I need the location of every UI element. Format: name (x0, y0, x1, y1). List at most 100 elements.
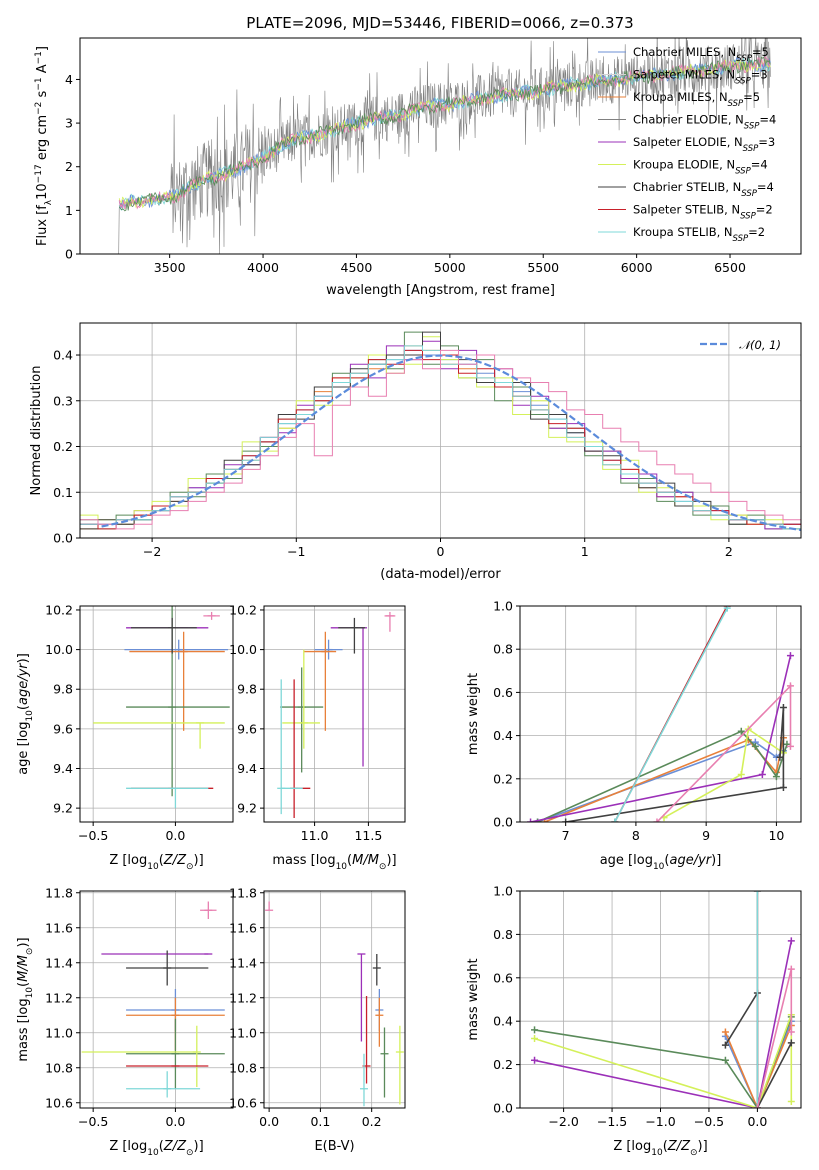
data-point (531, 1035, 539, 1043)
series-line (544, 737, 785, 822)
series-line (534, 1016, 793, 1108)
data-point (776, 753, 784, 761)
mass-weight-vs-age-frame (519, 605, 802, 823)
series-line (724, 1020, 793, 1108)
residuals-tick-label-x: 1 (581, 544, 589, 559)
mass-weight-vs-age-lines (527, 606, 794, 822)
mass-weight-vs-Z-panel: −2.0 −1.5 −1.0 −0.5 0.0 0.0 0.2 0.4 0.6 0.8 1.0 Z [… (466, 884, 802, 1158)
data-point (772, 773, 780, 781)
data-point (737, 727, 745, 735)
age-vs-mass-tick-label-x: 11.0 (301, 828, 329, 843)
age-vs-mass-tick-label-y: 10.0 (229, 642, 257, 657)
data-point (753, 1104, 761, 1108)
data-point (787, 1097, 795, 1105)
mass-weight-vs-age-tick-label-y: 1.0 (493, 599, 513, 614)
spectrum-xlabel: wavelength [Angstrom, rest frame] (326, 283, 555, 298)
mass-weight-vs-Z-ylabel: mass weight (466, 958, 481, 1040)
mass-vs-Z-tick-label-y: 11.2 (45, 990, 73, 1005)
data-point (737, 770, 745, 778)
spectrum-lines (113, 38, 772, 254)
mass-vs-Z-tick-label-y: 11.0 (45, 1025, 73, 1040)
data-point (723, 606, 731, 612)
mass-weight-vs-Z-tick-label-x: −1.5 (597, 1114, 627, 1129)
data-point (531, 1026, 539, 1034)
legend-entry: Salpeter ELODIE, NSSP=3 (633, 135, 775, 154)
data-point (531, 1056, 539, 1064)
data-point (779, 704, 787, 712)
legend-entry: Salpeter MILES, NSSP=3 (633, 68, 768, 87)
age-vs-mass-tick-label-y: 9.8 (237, 682, 257, 697)
mass-vs-Z-panel: −0.5 0.0 10.6 10.8 11.0 11.2 11.4 11.6 11.8 Z [lo… (16, 885, 234, 1158)
legend-entry: Kroupa ELODIE, NSSP=4 (633, 158, 768, 177)
data-point (758, 770, 766, 778)
legend-entry: Chabrier STELIB, NSSP=4 (633, 180, 774, 199)
mass-weight-vs-age-ylabel: mass weight (466, 673, 481, 755)
data-point (787, 1039, 795, 1047)
age-vs-Z-errorbars (93, 606, 230, 809)
mass-weight-vs-age-tick-label-x: 10 (768, 828, 784, 843)
residuals-tick-label-y: 0.0 (53, 531, 73, 546)
mass-vs-Z-ylabel: mass [log10(M/M⊙)] (16, 937, 35, 1061)
age-vs-mass-errorbars (277, 611, 396, 819)
age-vs-Z-tick-label-y: 9.2 (53, 801, 73, 816)
data-point (562, 818, 570, 822)
legend-entry: Chabrier ELODIE, NSSP=4 (633, 113, 776, 132)
age-vs-Z-tick-label-x: −0.5 (78, 828, 108, 843)
spectrum-tick-label-x: 5000 (434, 260, 466, 275)
spectrum-tick-label-x: 6500 (714, 260, 746, 275)
mass-weight-vs-Z-tick-label-y: 0.8 (493, 927, 513, 942)
data-point (534, 818, 542, 822)
age-vs-mass-frame (263, 605, 406, 823)
mass-vs-EBV-tick-label-x: 0.2 (362, 1114, 382, 1129)
spectrum-tick-label-x: 4000 (247, 260, 279, 275)
mass-vs-EBV-errorbars (265, 901, 404, 1107)
spectrum-frame (79, 37, 802, 255)
age-vs-Z-tick-label-y: 9.6 (53, 721, 73, 736)
histogram-steps (80, 331, 801, 538)
mass-vs-Z-tick-label-x: −0.5 (78, 1114, 108, 1129)
data-point (611, 818, 619, 822)
spectrum-tick-label-y: 4 (65, 72, 73, 87)
residuals-tick-label-y: 0.2 (53, 439, 73, 454)
age-vs-mass-tick-label-y: 9.2 (237, 801, 257, 816)
mass-vs-EBV-tick-label-y: 10.8 (229, 1060, 257, 1075)
mass-weight-vs-Z-frame (519, 890, 802, 1109)
residuals-frame (79, 322, 802, 539)
mass-weight-vs-Z-tick-label-y: 0.0 (493, 1101, 513, 1116)
mass-weight-vs-Z-tick-label-x: −1.0 (645, 1114, 675, 1129)
mass-vs-EBV-xlabel: E(B-V) (314, 1139, 354, 1154)
data-point (787, 937, 795, 945)
mass-weight-vs-age-xlabel: age [log10(age/yr)] (600, 853, 722, 872)
mass-weight-vs-age-tick-label-y: 0.8 (493, 642, 513, 657)
legend-entry: Kroupa STELIB, NSSP=2 (633, 225, 765, 244)
mass-vs-EBV-tick-label-y: 11.6 (229, 920, 257, 935)
mass-vs-Z-tick-label-y: 10.6 (45, 1095, 73, 1110)
gaussian-curve (101, 354, 801, 532)
age-vs-Z-xlabel: Z [log10(Z/Z⊙)] (109, 853, 203, 872)
data-point (783, 740, 791, 748)
data-point (721, 1028, 729, 1036)
series-line (656, 683, 792, 822)
mass-vs-Z-tick-label-x: 0.0 (165, 1114, 185, 1129)
data-point (786, 742, 794, 750)
data-point (751, 742, 759, 750)
age-vs-Z-ylabel: age [log10(age/yr)] (16, 653, 35, 775)
mass-weight-vs-age-tick-label-x: 9 (702, 828, 710, 843)
spectrum-tick-label-y: 1 (65, 203, 73, 218)
mass-weight-vs-Z-tick-label-y: 0.2 (493, 1057, 513, 1072)
mass-vs-EBV-tick-label-y: 11.0 (229, 1025, 257, 1040)
age-vs-Z-frame (79, 605, 234, 823)
age-vs-Z-tick-label-y: 10.0 (45, 642, 73, 657)
age-vs-Z-tick-label-y: 10.2 (45, 602, 73, 617)
mass-weight-vs-Z-xlabel: Z [log10(Z/Z⊙)] (613, 1139, 707, 1158)
age-vs-Z-tick-label-y: 9.8 (53, 682, 73, 697)
spectrum-tick-label-x: 6000 (621, 260, 653, 275)
spectrum-panel: 3500 4000 4500 5000 5500 6000 6500 0 1 2 3 4 wavelen… (34, 37, 802, 298)
data-point (753, 891, 761, 895)
mass-vs-Z-tick-label-y: 11.8 (45, 885, 73, 900)
spectrum-ylabel: Flux [fλ10−17 erg cm−2 s−1 A−1] (34, 46, 54, 246)
legend-entry: Salpeter STELIB, NSSP=2 (633, 203, 773, 222)
mass-vs-EBV-tick-label-x: 0.0 (259, 1114, 279, 1129)
mass-vs-EBV-panel: 0.0 0.1 0.2 10.6 10.8 11.0 11.2 11.4 11.6 11.8 E(B… (229, 885, 406, 1154)
